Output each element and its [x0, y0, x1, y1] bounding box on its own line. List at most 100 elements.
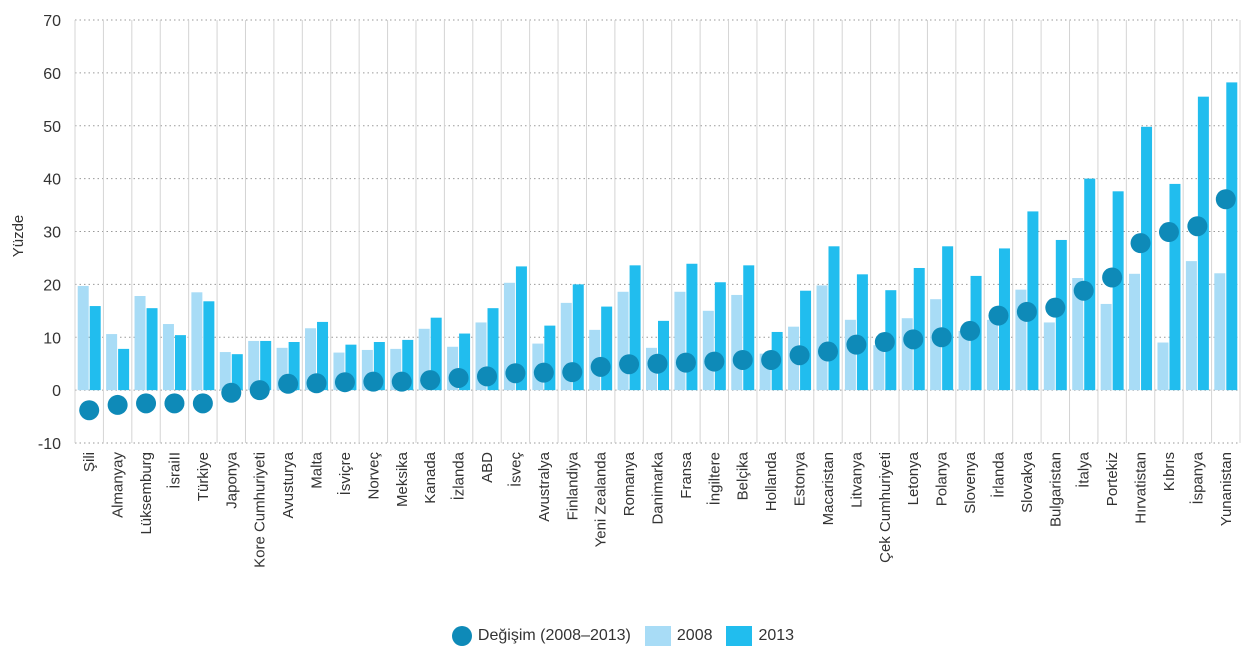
category-label: Belçika: [735, 451, 752, 500]
category-label: Fransa: [678, 451, 695, 498]
category-label: Romanya: [621, 451, 638, 516]
y-tick-label: 30: [43, 225, 61, 242]
category-label: Çek Cumhuriyeti: [877, 452, 894, 563]
bar-2008: [219, 352, 231, 391]
bar-2013: [317, 321, 329, 391]
category-label: Slovenya: [962, 451, 979, 513]
category-label: İrlanda: [989, 451, 1007, 498]
bar-2008: [1157, 342, 1169, 391]
bar-2008: [503, 282, 515, 391]
bar-2013: [714, 282, 726, 391]
category-label: İzlanda: [450, 451, 468, 500]
bar-2013: [1027, 211, 1039, 391]
bar-2008: [731, 294, 743, 391]
bar-2008: [1185, 261, 1197, 391]
change-dot: [249, 380, 270, 401]
bar-2013: [1197, 96, 1209, 391]
bar-2013: [800, 290, 812, 391]
y-tick-label: -10: [38, 436, 61, 453]
bar-2008: [162, 324, 174, 391]
category-label: Şili: [81, 452, 98, 472]
bar-2008: [447, 346, 459, 391]
category-label: Litvanya: [848, 451, 865, 508]
change-dot: [789, 345, 810, 366]
change-dot: [1130, 233, 1151, 254]
change-dot: [931, 327, 952, 348]
y-tick-label: 0: [52, 383, 61, 400]
bar-2008: [873, 345, 885, 391]
category-label: Meksika: [394, 451, 411, 507]
bar-2013: [288, 342, 300, 391]
bar-2013: [174, 335, 186, 391]
bar-2013: [743, 265, 755, 391]
bar-2013: [913, 267, 925, 391]
change-dot: [477, 366, 498, 387]
bar-2013: [1141, 126, 1153, 391]
category-label: Lüksemburg: [138, 452, 155, 535]
category-label: Slovakya: [1019, 451, 1036, 513]
category-label: Yunanistan: [1218, 452, 1235, 526]
change-dot: [675, 352, 696, 373]
change-dot: [79, 400, 100, 421]
legend-item-change: Değişim (2008–2013): [451, 626, 631, 646]
category-label: Estonya: [792, 451, 809, 506]
legend-label-2013: 2013: [758, 627, 795, 644]
category-label: Polanya: [934, 451, 951, 506]
change-dot: [874, 332, 895, 353]
bar-2013: [231, 354, 243, 391]
change-dot: [817, 341, 838, 362]
category-label: Danimarka: [650, 451, 667, 524]
bar-2008: [1214, 273, 1226, 391]
category-label: Kore Cumhuriyeti: [252, 452, 269, 568]
bar-2008: [305, 328, 317, 391]
category-label: Japonya: [223, 451, 240, 508]
category-label: Kanada: [422, 451, 439, 503]
bar-2008: [418, 328, 430, 391]
change-dot: [960, 320, 981, 341]
category-label: İsveç: [506, 452, 524, 488]
y-tick-label: 10: [43, 330, 61, 347]
change-dot: [136, 393, 157, 414]
change-dot: [533, 362, 554, 383]
bar-2013: [203, 301, 215, 391]
change-dot: [846, 334, 867, 355]
bar-2013: [856, 274, 868, 391]
legend-label-change: Değişim (2008–2013): [477, 627, 631, 644]
change-dot: [505, 363, 526, 384]
category-label: Avustralya: [536, 451, 553, 521]
bar-2013: [402, 339, 414, 391]
category-label: Finlandiya: [564, 451, 581, 520]
y-tick-label: 60: [43, 66, 61, 83]
bar-2013: [1169, 183, 1181, 391]
legend-swatch-2013: [726, 626, 753, 646]
category-label: İspanya: [1188, 451, 1206, 504]
bar-2008: [361, 349, 373, 391]
category-label: ABD: [479, 452, 496, 483]
legend-swatch-change: [451, 626, 472, 646]
category-label: Portekiz: [1104, 452, 1121, 506]
bar-2008: [1072, 278, 1084, 391]
category-label: İtalya: [1075, 451, 1093, 488]
bar-2013: [373, 342, 385, 391]
bar-2008: [1015, 289, 1027, 391]
bar-2013: [260, 340, 272, 391]
change-dot: [1073, 280, 1094, 301]
change-dot: [988, 305, 1009, 326]
change-dot: [1016, 301, 1037, 322]
bar-2008: [77, 285, 89, 391]
category-label: Macaristan: [820, 452, 837, 525]
change-dot: [448, 367, 469, 388]
category-label: İngiltere: [705, 452, 723, 505]
category-label: Malta: [309, 451, 326, 488]
bar-2008: [702, 310, 714, 391]
bar-2013: [345, 344, 357, 391]
change-dot: [164, 393, 185, 414]
bar-2008: [248, 340, 260, 391]
bar-2008: [134, 296, 146, 391]
bar-2013: [459, 333, 471, 391]
category-label: Hırvatistan: [1133, 452, 1150, 524]
category-label: Yeni Zealanda: [593, 451, 610, 547]
change-dot: [306, 373, 327, 394]
change-dot: [903, 329, 924, 350]
